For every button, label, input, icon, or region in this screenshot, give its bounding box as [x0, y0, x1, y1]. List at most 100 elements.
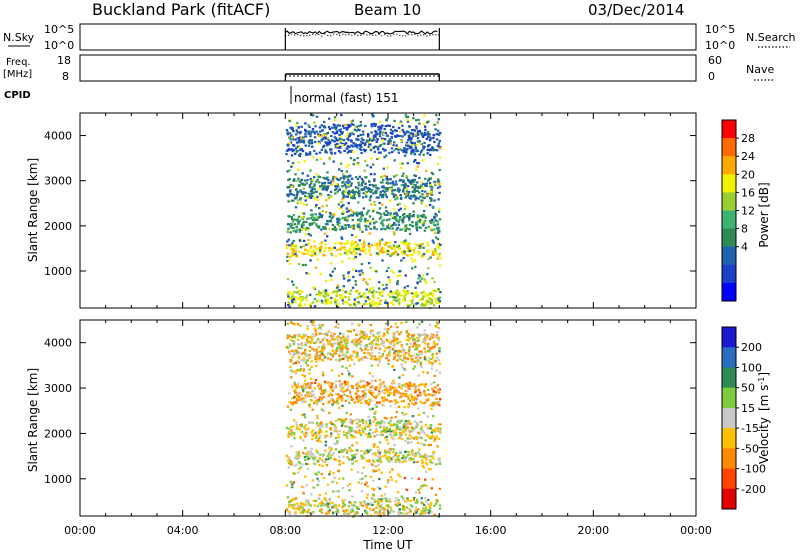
echo-cell	[355, 333, 358, 336]
echo-cell	[431, 362, 434, 365]
echo-cell	[394, 387, 397, 390]
echo-cell	[420, 502, 424, 505]
echo-cell	[389, 475, 392, 478]
echo-cell	[347, 272, 350, 275]
echo-cell	[413, 427, 416, 430]
echo-cell	[324, 226, 327, 229]
echo-cell	[326, 341, 330, 344]
echo-cell	[384, 454, 387, 457]
echo-cell	[382, 186, 385, 189]
echo-cell	[338, 450, 341, 454]
echo-cell	[360, 269, 363, 272]
echo-cell	[355, 213, 358, 216]
echo-cell	[417, 250, 421, 253]
echo-cell	[303, 160, 306, 163]
echo-cell	[324, 291, 327, 295]
echo-cell	[302, 212, 306, 215]
echo-cell	[388, 427, 392, 431]
echo-cell	[389, 420, 392, 423]
echo-cell	[393, 119, 396, 122]
echo-cell	[333, 132, 337, 135]
echo-cell	[342, 139, 346, 142]
echo-cell	[406, 497, 409, 500]
echo-cell	[337, 303, 340, 306]
echo-cell	[314, 329, 317, 332]
echo-cell	[305, 220, 308, 223]
echo-cell	[299, 197, 302, 200]
echo-cell	[402, 414, 405, 417]
echo-cell	[307, 335, 310, 339]
echo-cell	[393, 338, 397, 341]
velocity-colorbar-label: Velocity[m s-1]	[757, 372, 771, 464]
echo-cell	[372, 334, 375, 337]
echo-cell	[294, 206, 298, 209]
echo-cell	[290, 185, 293, 188]
echo-cell	[417, 274, 421, 277]
echo-cell	[350, 502, 353, 505]
echo-cell	[395, 411, 398, 414]
echo-cell	[379, 127, 383, 130]
echo-cell	[336, 217, 339, 221]
echo-cell	[297, 386, 300, 389]
echo-cell	[414, 190, 417, 193]
echo-cell	[381, 430, 384, 433]
echo-cell	[313, 149, 316, 153]
echo-cell	[358, 253, 362, 256]
echo-cell	[422, 252, 426, 256]
echo-cell	[336, 142, 339, 146]
echo-cell	[394, 180, 398, 183]
echo-cell	[312, 499, 315, 502]
echo-cell	[368, 278, 371, 281]
echo-cell	[415, 506, 418, 509]
echo-cell	[353, 128, 357, 131]
echo-cell	[335, 286, 339, 289]
echo-cell	[375, 140, 378, 143]
echo-cell	[391, 132, 394, 135]
echo-cell	[292, 343, 295, 346]
echo-cell	[378, 441, 382, 444]
echo-cell	[428, 296, 431, 299]
echo-cell	[286, 144, 290, 147]
echo-cell	[436, 331, 439, 334]
echo-cell	[353, 298, 357, 301]
echo-cell	[337, 203, 340, 206]
echo-cell	[328, 501, 331, 504]
echo-cell	[342, 217, 345, 220]
nsky-left-tick-bottom: 10^0	[44, 39, 74, 52]
echo-cell	[389, 212, 393, 215]
echo-cell	[428, 144, 431, 147]
echo-cell	[402, 190, 405, 193]
echo-cell	[310, 390, 314, 393]
echo-cell	[370, 123, 373, 126]
echo-cell	[438, 297, 441, 300]
echo-cell	[421, 223, 425, 226]
echo-cell	[297, 161, 300, 164]
echo-cell	[398, 333, 401, 336]
echo-cell	[295, 401, 298, 404]
echo-cell	[304, 263, 307, 267]
echo-cell	[421, 254, 424, 257]
echo-cell	[300, 246, 303, 249]
echo-cell	[394, 129, 397, 132]
echo-cell	[356, 213, 360, 216]
echo-cell	[394, 416, 397, 419]
echo-cell	[352, 243, 355, 246]
echo-cell	[369, 191, 372, 194]
echo-cell	[358, 273, 362, 276]
echo-cell	[384, 485, 387, 488]
echo-cell	[419, 185, 423, 188]
echo-cell	[435, 133, 438, 136]
echo-cell	[369, 149, 373, 152]
echo-cell	[379, 125, 382, 128]
echo-cell	[308, 450, 311, 453]
echo-cell	[304, 349, 307, 352]
echo-cell	[404, 205, 407, 208]
echo-cell	[376, 211, 379, 214]
echo-cell	[324, 302, 327, 305]
echo-cell	[320, 500, 323, 503]
echo-cell	[320, 129, 324, 132]
echo-cell	[427, 503, 430, 506]
echo-cell	[382, 288, 385, 291]
echo-cell	[344, 123, 347, 126]
echo-cell	[320, 228, 323, 231]
